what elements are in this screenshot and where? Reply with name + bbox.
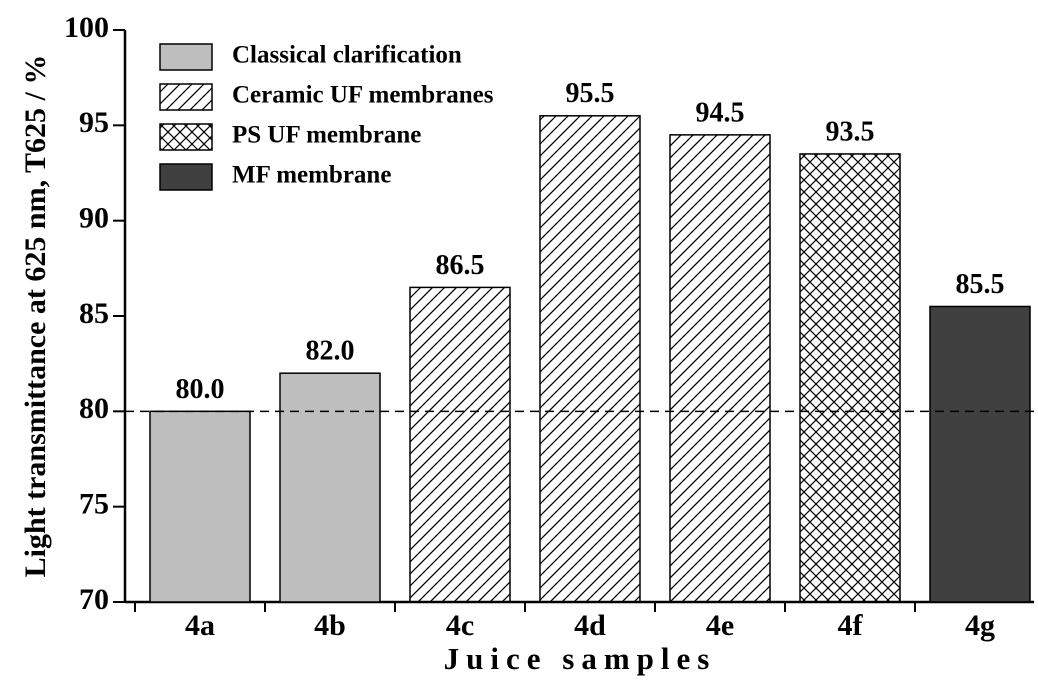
x-tick-label: 4f: [838, 609, 864, 642]
value-label: 86.5: [436, 250, 485, 281]
x-tick-label: 4c: [446, 609, 474, 642]
value-label: 94.5: [696, 97, 745, 128]
legend-swatch: [159, 83, 213, 111]
y-tick-label: 95: [79, 106, 109, 139]
y-tick-label: 80: [79, 392, 109, 425]
x-tick-label: 4a: [185, 609, 215, 642]
value-label: 85.5: [956, 269, 1005, 300]
y-tick-label: 100: [64, 11, 109, 44]
legend-label: Classical clarification: [232, 42, 462, 69]
legend-swatch: [159, 43, 213, 71]
value-label: 93.5: [826, 116, 875, 147]
y-tick-label: 75: [79, 488, 109, 521]
y-tick-label: 85: [79, 297, 109, 330]
x-tick-label: 4b: [314, 609, 346, 642]
x-tick-label: 4g: [965, 609, 995, 642]
value-label: 82.0: [306, 336, 355, 367]
bar: [149, 410, 251, 603]
bar: [279, 372, 381, 603]
legend-label: PS UF membrane: [232, 122, 421, 149]
bar: [799, 153, 901, 603]
y-tick-label: 70: [79, 583, 109, 616]
value-label: 80.0: [176, 374, 225, 405]
y-axis-label: Light transmittance at 625 nm, T625 / %: [19, 55, 52, 578]
legend-swatch: [159, 123, 213, 151]
bar: [539, 115, 641, 603]
bar: [409, 286, 511, 603]
legend-label: Ceramic UF membranes: [232, 82, 494, 109]
bar: [929, 305, 1031, 603]
legend-label: MF membrane: [232, 162, 391, 189]
x-tick-label: 4d: [574, 609, 606, 642]
bar: [669, 134, 771, 603]
x-tick-label: 4e: [706, 609, 734, 642]
value-label: 95.5: [566, 78, 615, 109]
x-axis-label: Juice samples: [444, 641, 717, 676]
y-tick-label: 90: [79, 202, 109, 235]
legend-swatch: [159, 163, 213, 191]
